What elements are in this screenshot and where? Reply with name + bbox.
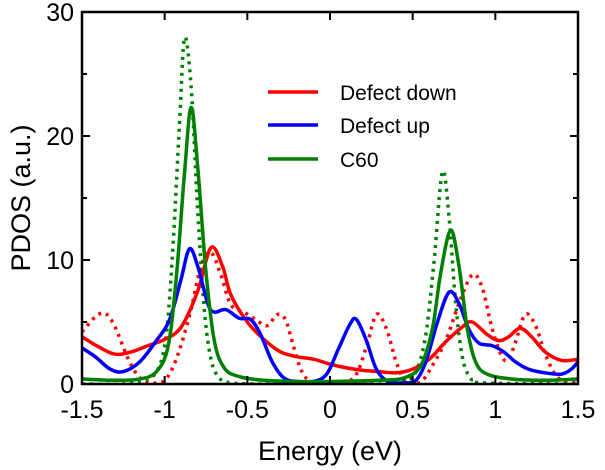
legend-label: C60 [340, 149, 379, 172]
legend-label: Defect up [340, 115, 430, 138]
x-axis-title: Energy (eV) [258, 436, 402, 466]
x-tick-label: -1.5 [60, 396, 103, 424]
series-line-c60 [82, 105, 578, 384]
y-axis-title: PDOS (a.u.) [6, 124, 36, 271]
x-tick-label: 0.5 [395, 396, 430, 424]
x-tick-label: 1.5 [561, 396, 596, 424]
legend-label: Defect down [340, 82, 457, 105]
y-tick-label: 30 [46, 0, 74, 27]
series-line-defect-down-dotted [82, 250, 578, 384]
x-tick-label: 0 [323, 396, 337, 424]
series-line-c60-dotted [82, 35, 578, 384]
x-axis-ticks: -1.5 -1 -0.5 0 0.5 1 1.5 [60, 12, 595, 424]
series-line-defect-up [82, 246, 578, 384]
x-tick-label: -0.5 [226, 396, 269, 424]
y-axis-ticks: 0 10 20 30 [46, 0, 578, 399]
y-tick-label: 20 [46, 123, 74, 151]
series-line-defect-down [82, 245, 578, 375]
x-tick-label: 1 [488, 396, 502, 424]
y-tick-label: 10 [46, 247, 74, 275]
curves-layer [82, 35, 578, 384]
legend: Defect down Defect up C60 [268, 82, 457, 172]
y-tick-label: 0 [60, 371, 74, 399]
plot-frame [80, 10, 580, 386]
x-tick-label: -1 [154, 396, 176, 424]
